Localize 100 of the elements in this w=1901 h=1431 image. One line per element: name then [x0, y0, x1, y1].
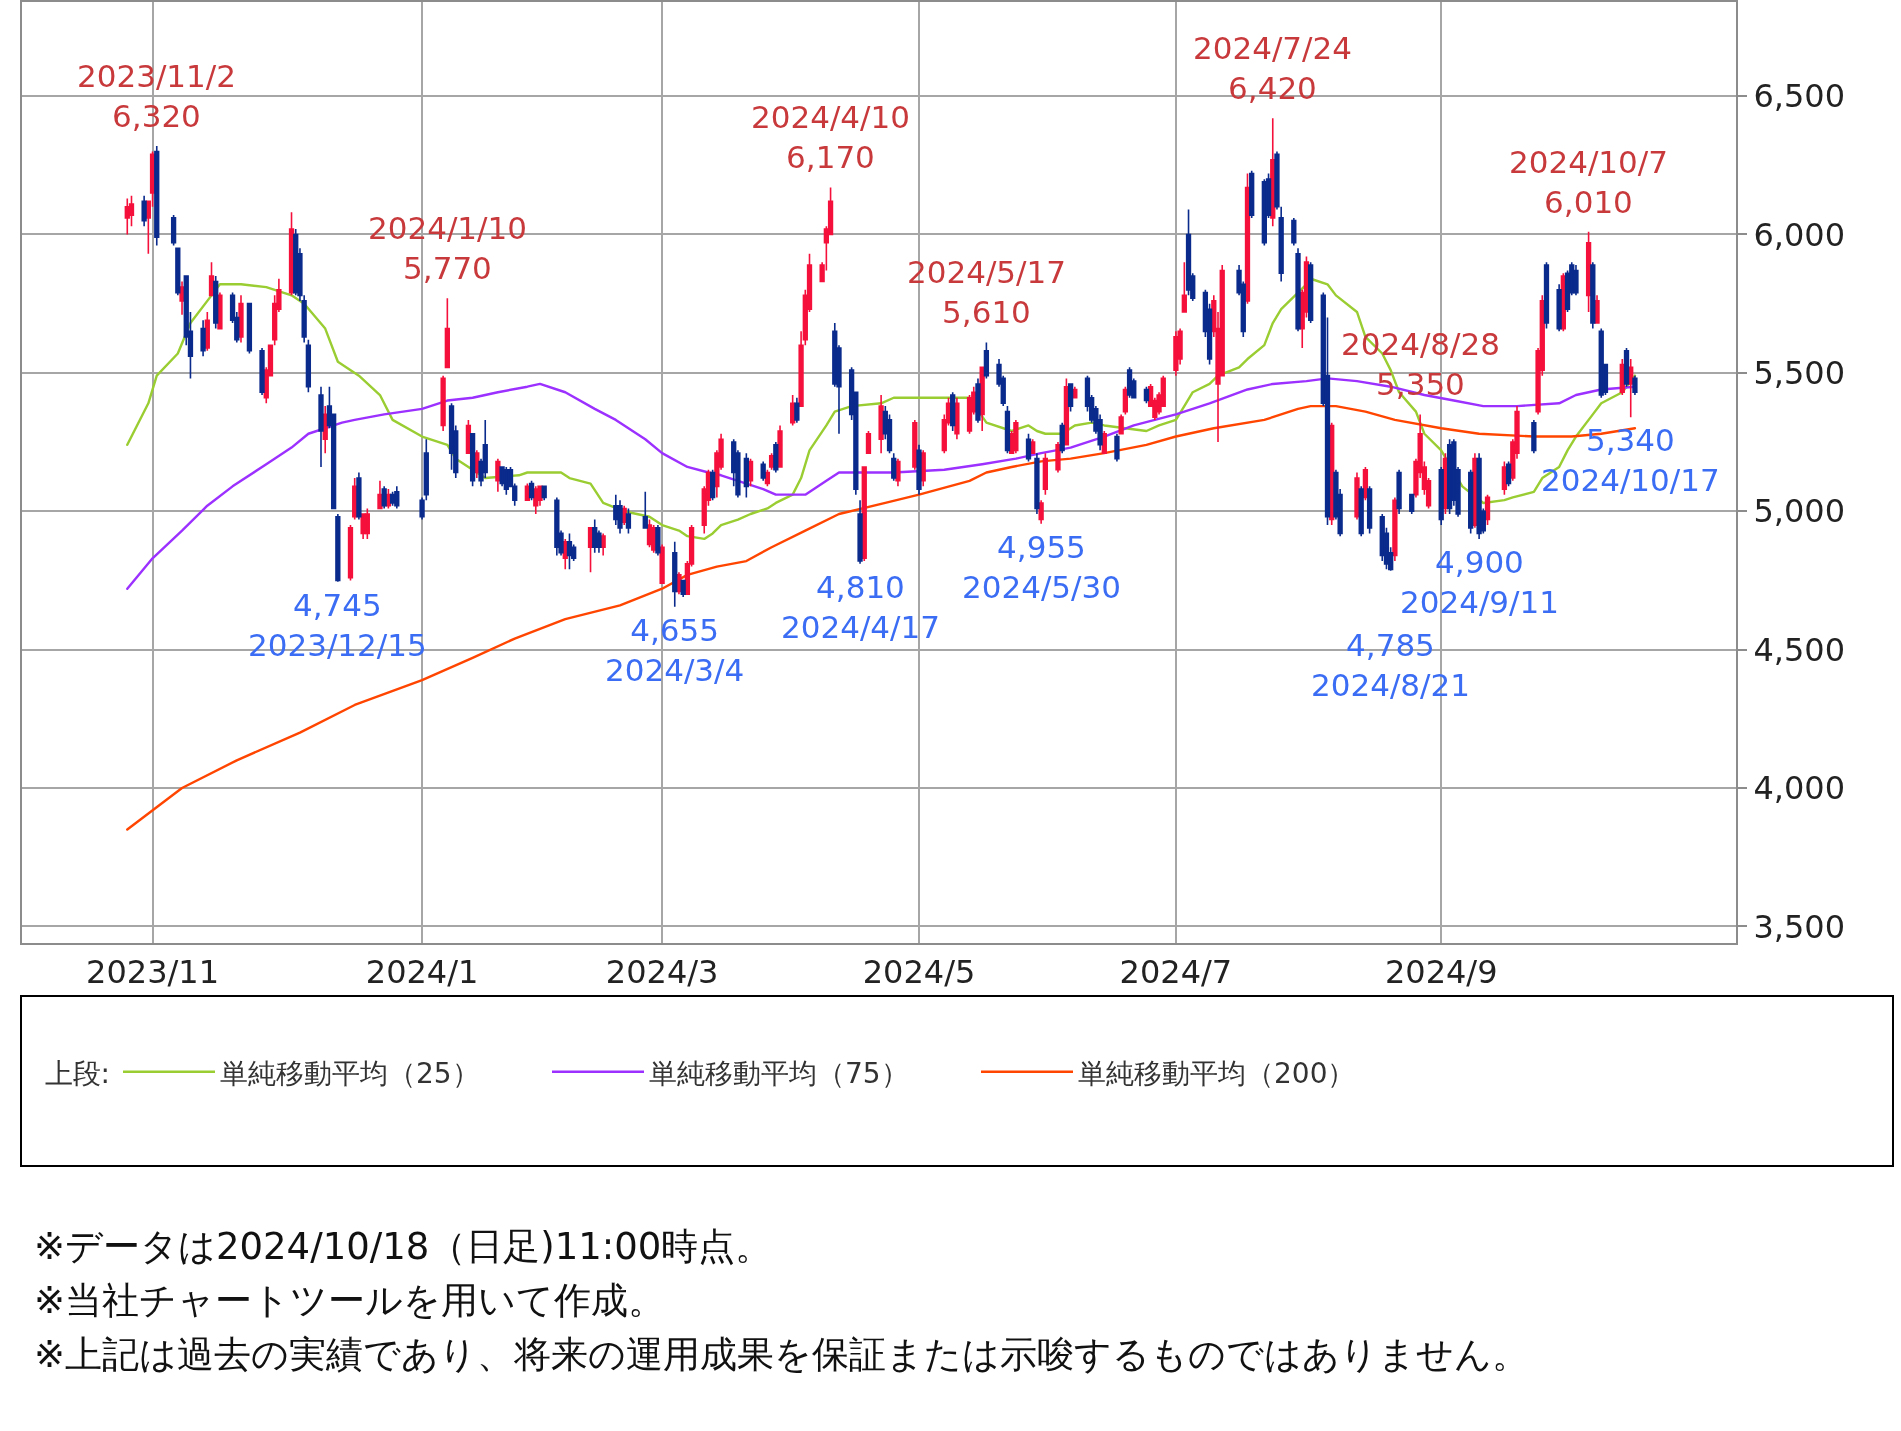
candlestick — [1590, 261, 1596, 330]
candlestick — [777, 424, 783, 468]
candlestick — [381, 485, 387, 510]
y-tick-label: 4,500 — [1753, 630, 1846, 669]
candlestick — [680, 579, 686, 598]
candlestick — [975, 377, 981, 424]
candlestick — [528, 480, 535, 501]
candlestick — [1632, 374, 1638, 396]
legend-label: 単純移動平均（25） — [220, 1056, 480, 1090]
text: ※上記は過去の実績であり、将来の運用成果を保証または示唆するものではありません。 — [34, 1332, 1530, 1378]
legend-label: 単純移動平均（75） — [649, 1056, 909, 1090]
annotation: 2024/5/17 5,610 — [907, 254, 1066, 331]
candlestick — [217, 291, 223, 330]
candlestick — [495, 457, 501, 493]
candlestick — [773, 441, 779, 474]
candlestick — [1543, 261, 1550, 330]
candlestick — [1476, 452, 1482, 540]
annotation: 2024/7/24 6,420 — [1193, 30, 1352, 107]
x-tick-label: 2024/1 — [365, 953, 479, 992]
x-tick-label: 2024/9 — [1384, 953, 1498, 992]
candlestick — [710, 468, 716, 501]
candlestick — [1295, 247, 1301, 333]
candlestick — [1594, 294, 1600, 324]
y-tick-label: 5,500 — [1753, 354, 1846, 393]
candlestick — [1358, 485, 1364, 537]
candlestick — [1396, 468, 1402, 515]
x-tick-label: 2023/11 — [86, 953, 220, 992]
x-tick-label: 2024/5 — [862, 953, 976, 992]
candlestick — [659, 543, 665, 585]
candlestick — [124, 197, 130, 236]
candlestick — [1531, 419, 1537, 454]
text: ※データは2024/10/18（日足)11:00時点。 — [34, 1224, 774, 1270]
x-tick-label: 2024/3 — [605, 953, 719, 992]
candlestick — [1059, 421, 1065, 454]
candlestick — [1556, 283, 1562, 333]
x-tick-label: 2024/7 — [1119, 953, 1233, 992]
candlestick — [1025, 432, 1032, 463]
annotation: 4,785 2024/8/21 — [1311, 627, 1470, 704]
candlestick — [760, 460, 766, 482]
annotation: 4,655 2024/3/4 — [605, 612, 745, 689]
candlestick — [554, 496, 560, 557]
candlestick — [444, 297, 450, 369]
candlestick — [1623, 347, 1630, 388]
candlestick — [600, 532, 606, 557]
candlestick — [1308, 261, 1314, 324]
candlestick — [213, 275, 219, 330]
candlestick — [356, 471, 362, 521]
candlestick — [1505, 460, 1512, 488]
candlestick — [592, 518, 598, 554]
annotation: 4,810 2024/4/17 — [781, 569, 940, 646]
candlestick — [857, 499, 863, 565]
candlestick — [1038, 499, 1044, 525]
candlestick — [891, 452, 897, 482]
candlestick — [625, 507, 632, 535]
candlestick — [1366, 485, 1373, 535]
candlestick — [1118, 413, 1124, 435]
candlestick — [1409, 493, 1415, 515]
candlestick — [1004, 405, 1011, 454]
legend-title: 上段: — [44, 1057, 111, 1091]
candlestick — [642, 491, 648, 529]
candlestick — [1181, 261, 1187, 313]
annotation: 2024/10/7 6,010 — [1509, 144, 1668, 221]
candlestick — [1042, 452, 1048, 496]
y-tick-label: 3,500 — [1753, 907, 1846, 946]
annotation: 2024/1/10 5,770 — [368, 210, 527, 287]
candlestick — [141, 194, 147, 227]
candlestick — [617, 499, 623, 535]
candlestick — [179, 280, 185, 316]
candlestick — [1438, 466, 1444, 526]
candlestick — [1628, 358, 1634, 418]
candlestick — [1249, 170, 1255, 219]
candlestick — [1173, 330, 1179, 377]
candlestick — [1354, 471, 1360, 521]
candlestick — [364, 507, 370, 540]
candlestick — [469, 432, 476, 488]
candlestick — [1013, 419, 1019, 454]
candlestick — [672, 540, 678, 608]
candlestick — [170, 214, 177, 247]
candlestick — [1468, 468, 1474, 535]
candlestick — [950, 391, 956, 432]
y-tick-label: 6,000 — [1753, 215, 1846, 254]
candlestick — [1392, 496, 1398, 562]
candlestick — [1291, 217, 1297, 247]
candlestick — [259, 347, 265, 396]
annotation: 2024/4/10 6,170 — [751, 99, 910, 176]
candlestick — [878, 394, 884, 454]
candlestick — [175, 247, 181, 297]
annotation: 2023/11/2 6,320 — [77, 58, 236, 135]
candlestick — [865, 430, 872, 454]
candlestick — [200, 319, 206, 358]
candlestick — [655, 524, 661, 557]
candlestick — [954, 396, 960, 441]
candlestick — [318, 385, 324, 468]
candlestick — [1055, 441, 1061, 474]
y-tick-label: 6,500 — [1753, 77, 1846, 116]
y-tick-label: 4,000 — [1753, 769, 1846, 808]
candlestick — [347, 524, 354, 582]
candlestick — [1185, 208, 1192, 297]
y-tick-label: 5,000 — [1753, 492, 1846, 531]
candlestick — [1114, 432, 1120, 463]
